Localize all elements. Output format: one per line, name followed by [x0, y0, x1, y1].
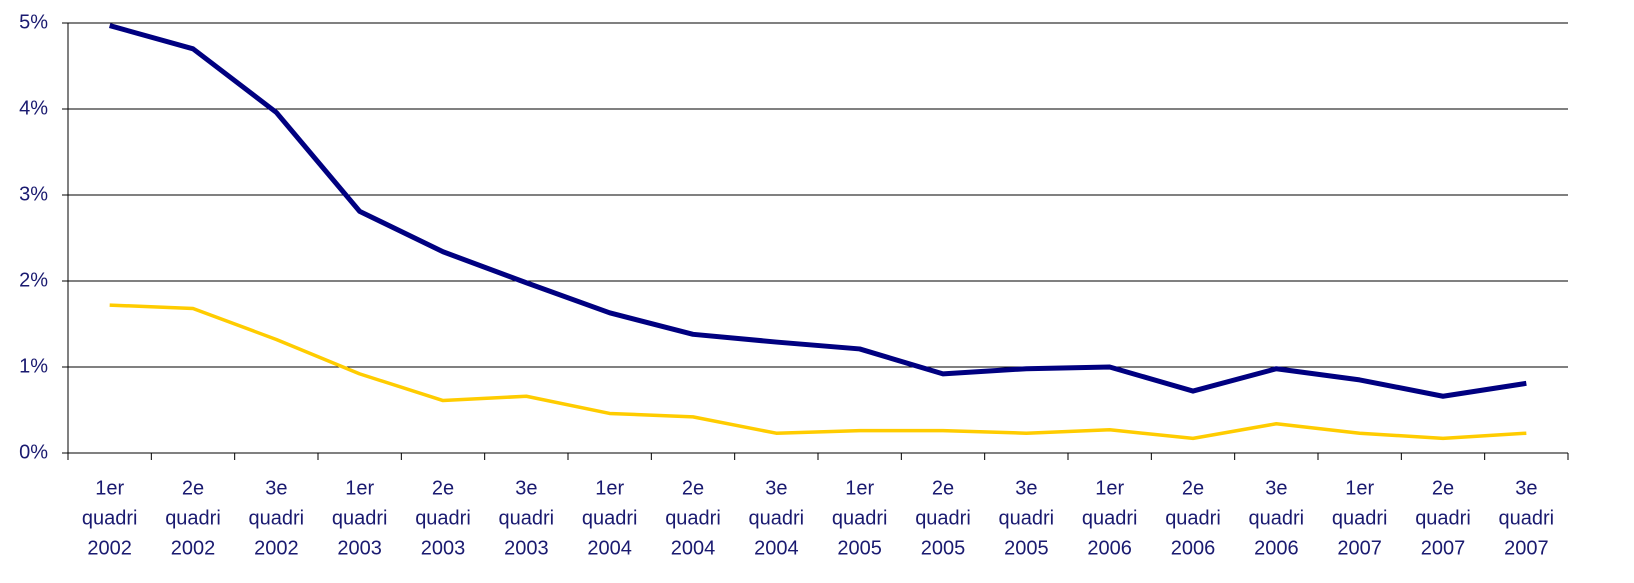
x-tick-label: 1er	[595, 477, 624, 499]
x-tick-label: 2e	[182, 477, 204, 499]
y-tick-label: 0%	[19, 441, 48, 463]
x-tick-label: 2004	[754, 537, 799, 559]
x-tick-label: quadri	[82, 507, 138, 529]
x-tick-label: 2004	[671, 537, 716, 559]
x-tick-label: 2007	[1337, 537, 1382, 559]
x-tick-label: 3e	[1515, 477, 1537, 499]
x-tick-label: 2002	[87, 537, 132, 559]
x-tick-label: 2006	[1087, 537, 1132, 559]
x-tick-label: 2005	[1004, 537, 1049, 559]
x-tick-label: quadri	[665, 507, 721, 529]
x-tick-label: quadri	[1415, 507, 1471, 529]
x-tick-label: 2005	[837, 537, 882, 559]
x-tick-label: 2e	[1432, 477, 1454, 499]
x-tick-label: quadri	[1082, 507, 1138, 529]
x-tick-label: 1er	[345, 477, 374, 499]
x-tick-label: 3e	[1015, 477, 1037, 499]
y-tick-label: 2%	[19, 269, 48, 291]
x-tick-label: 2002	[254, 537, 299, 559]
x-tick-label: 1er	[95, 477, 124, 499]
x-tick-label: 2004	[587, 537, 632, 559]
x-tick-label: quadri	[499, 507, 555, 529]
x-tick-label: 2002	[171, 537, 216, 559]
x-tick-label: quadri	[332, 507, 388, 529]
x-tick-label: 3e	[765, 477, 787, 499]
x-tick-label: 1er	[845, 477, 874, 499]
x-tick-label: quadri	[249, 507, 305, 529]
x-tick-label: 2007	[1504, 537, 1549, 559]
x-tick-label: quadri	[832, 507, 888, 529]
x-tick-label: 3e	[1265, 477, 1287, 499]
x-tick-label: 3e	[265, 477, 287, 499]
x-tick-label: 2006	[1171, 537, 1216, 559]
y-tick-label: 5%	[19, 11, 48, 33]
y-tick-label: 3%	[19, 183, 48, 205]
x-tick-label: 2e	[932, 477, 954, 499]
x-tick-label: quadri	[1499, 507, 1555, 529]
x-tick-label: 2003	[337, 537, 382, 559]
x-tick-label: quadri	[1249, 507, 1305, 529]
x-tick-label: 2007	[1421, 537, 1466, 559]
x-tick-label: 2003	[504, 537, 549, 559]
y-tick-label: 1%	[19, 355, 48, 377]
series-line	[109, 303, 1527, 441]
x-tick-label: 3e	[515, 477, 537, 499]
x-tick-label: 2e	[1182, 477, 1204, 499]
x-tick-label: 1er	[1095, 477, 1124, 499]
x-tick-label: 2e	[682, 477, 704, 499]
x-tick-label: 2003	[421, 537, 466, 559]
x-tick-label: 2006	[1254, 537, 1299, 559]
x-tick-label: 1er	[1345, 477, 1374, 499]
x-tick-label: 2005	[921, 537, 966, 559]
series-line	[108, 23, 1527, 399]
x-tick-label: quadri	[1165, 507, 1221, 529]
x-tick-label: quadri	[915, 507, 971, 529]
x-tick-label: quadri	[999, 507, 1055, 529]
x-tick-label: quadri	[165, 507, 221, 529]
x-tick-label: 2e	[432, 477, 454, 499]
x-tick-label: quadri	[749, 507, 805, 529]
x-tick-label: quadri	[1332, 507, 1388, 529]
x-tick-label: quadri	[415, 507, 471, 529]
y-tick-label: 4%	[19, 97, 48, 119]
x-tick-label: quadri	[582, 507, 638, 529]
